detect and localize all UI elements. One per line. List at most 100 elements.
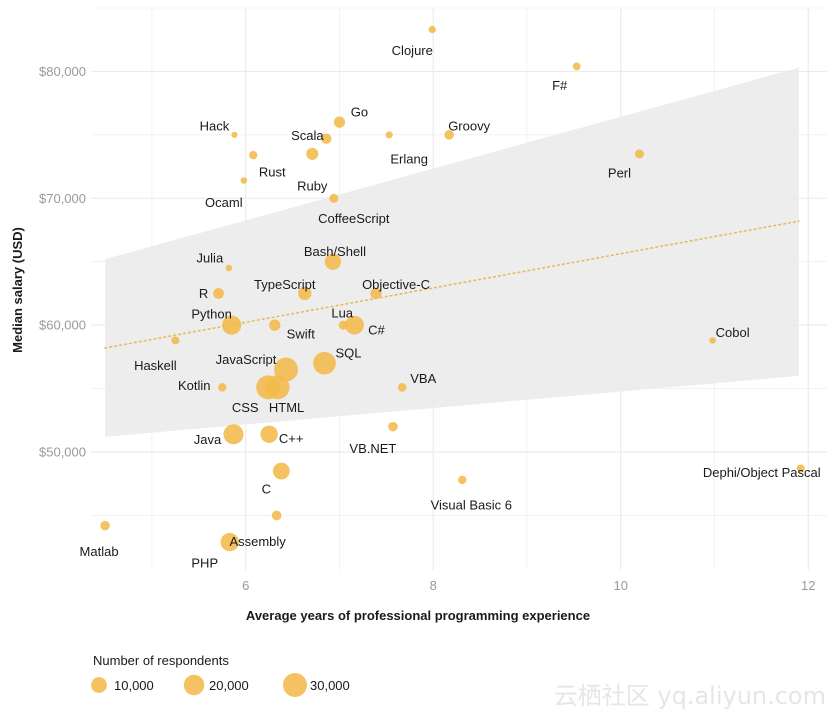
- point-java: [223, 424, 244, 445]
- label-typescript: TypeScript: [254, 277, 316, 292]
- label-go: Go: [351, 105, 368, 120]
- point-c: [272, 462, 290, 480]
- point-swift: [269, 319, 281, 331]
- label-css: CSS: [232, 400, 259, 415]
- point-coffeescript: [329, 193, 339, 203]
- point-r: [213, 288, 224, 299]
- x-tick-label: 10: [613, 578, 627, 593]
- legend-entry-label: 20,000: [209, 678, 249, 693]
- point-vba: [397, 382, 407, 392]
- label-javascript: JavaScript: [216, 352, 277, 367]
- x-tick-label: 6: [242, 578, 249, 593]
- point-clojure: [428, 25, 436, 34]
- label-scala: Scala: [291, 128, 324, 143]
- confidence-band: [105, 67, 799, 437]
- point-visual-basic-6: [458, 475, 467, 485]
- point-c-: [260, 425, 278, 443]
- legend-entry-label: 30,000: [310, 678, 350, 693]
- label-bash-shell: Bash/Shell: [304, 244, 366, 259]
- y-tick-label: $80,000: [39, 64, 86, 79]
- point-perl: [634, 149, 645, 159]
- point-rust: [249, 151, 258, 160]
- label-ruby: Ruby: [297, 178, 328, 193]
- point-groovy: [444, 130, 454, 140]
- y-tick-label: $70,000: [39, 191, 86, 206]
- point-dephi-object-pascal: [796, 464, 805, 473]
- label-swift: Swift: [287, 327, 316, 342]
- label-perl: Perl: [608, 165, 631, 180]
- x-tick-label: 8: [430, 578, 437, 593]
- label-kotlin: Kotlin: [178, 378, 211, 393]
- legend-entry-label: 10,000: [114, 678, 154, 693]
- label-objective-c: Objective-C: [362, 277, 430, 292]
- y-tick-label: $60,000: [39, 318, 86, 333]
- legend-title: Number of respondents: [93, 653, 229, 668]
- point-python: [222, 315, 242, 335]
- label-hack: Hack: [200, 118, 230, 133]
- label-dephi-object-pascal: Dephi/Object Pascal: [703, 465, 821, 480]
- point-php: [220, 532, 239, 552]
- label-clojure: Clojure: [392, 43, 433, 58]
- point-objective-c: [370, 287, 382, 300]
- label-visual-basic-6: Visual Basic 6: [431, 497, 512, 512]
- point-assembly: [271, 510, 282, 521]
- legend: Number of respondents 10,000 20,000 30,000: [91, 653, 350, 697]
- x-tick-label: 12: [801, 578, 815, 593]
- label-erlang: Erlang: [390, 151, 428, 166]
- point-julia: [225, 264, 233, 272]
- label-coffeescript: CoffeeScript: [318, 211, 390, 226]
- axes: Average years of professional programmin…: [10, 64, 815, 623]
- label-assembly: Assembly: [229, 534, 286, 549]
- point-labels: Clojure F# Hack Scala Go Groovy Erlang Rust Ruby…: [80, 43, 821, 571]
- point-sql: [313, 351, 336, 375]
- label-python: Python: [191, 307, 231, 322]
- point-f-: [572, 62, 581, 71]
- label-c: C: [262, 482, 271, 497]
- point-cobol: [709, 337, 716, 344]
- confidence-band-area: [105, 67, 799, 437]
- label-sql: SQL: [335, 346, 361, 361]
- point-go: [333, 116, 346, 128]
- label-c-: C#: [368, 323, 385, 338]
- watermark: 云栖社区 yq.aliyun.com: [553, 682, 826, 710]
- label-html: HTML: [269, 400, 304, 415]
- label-c-: C++: [279, 431, 304, 446]
- label-groovy: Groovy: [448, 118, 490, 133]
- point-erlang: [385, 131, 393, 139]
- label-vb-net: VB.NET: [349, 441, 396, 456]
- point-hack: [231, 131, 238, 138]
- label-lua: Lua: [331, 306, 353, 321]
- label-matlab: Matlab: [80, 544, 119, 559]
- point-scala: [321, 133, 332, 144]
- point-matlab: [100, 520, 110, 531]
- label-cobol: Cobol: [716, 325, 750, 340]
- label-ocaml: Ocaml: [205, 195, 243, 210]
- point-c-: [345, 315, 364, 335]
- point-ruby: [306, 147, 319, 160]
- point-lua: [338, 320, 348, 330]
- label-f-: F#: [552, 78, 568, 93]
- data-points: [100, 25, 805, 552]
- legend-swatch: [183, 674, 205, 696]
- label-vba: VBA: [410, 371, 436, 386]
- point-ocaml: [240, 177, 248, 184]
- label-java: Java: [194, 432, 222, 447]
- label-r: R: [199, 286, 208, 301]
- point-bash-shell: [324, 253, 342, 270]
- legend-swatch: [283, 673, 307, 697]
- y-axis-title: Median salary (USD): [10, 227, 25, 353]
- point-vb-net: [388, 421, 398, 432]
- label-julia: Julia: [196, 251, 224, 266]
- legend-swatch: [91, 677, 107, 693]
- label-haskell: Haskell: [134, 358, 177, 373]
- point-javascript: [274, 357, 299, 382]
- point-html: [265, 375, 290, 400]
- y-tick-label: $50,000: [39, 445, 86, 460]
- point-haskell: [171, 336, 180, 345]
- point-kotlin: [218, 383, 227, 392]
- x-axis-title: Average years of professional programmin…: [246, 608, 590, 623]
- point-typescript: [298, 286, 312, 301]
- label-rust: Rust: [259, 165, 286, 180]
- label-php: PHP: [191, 556, 218, 571]
